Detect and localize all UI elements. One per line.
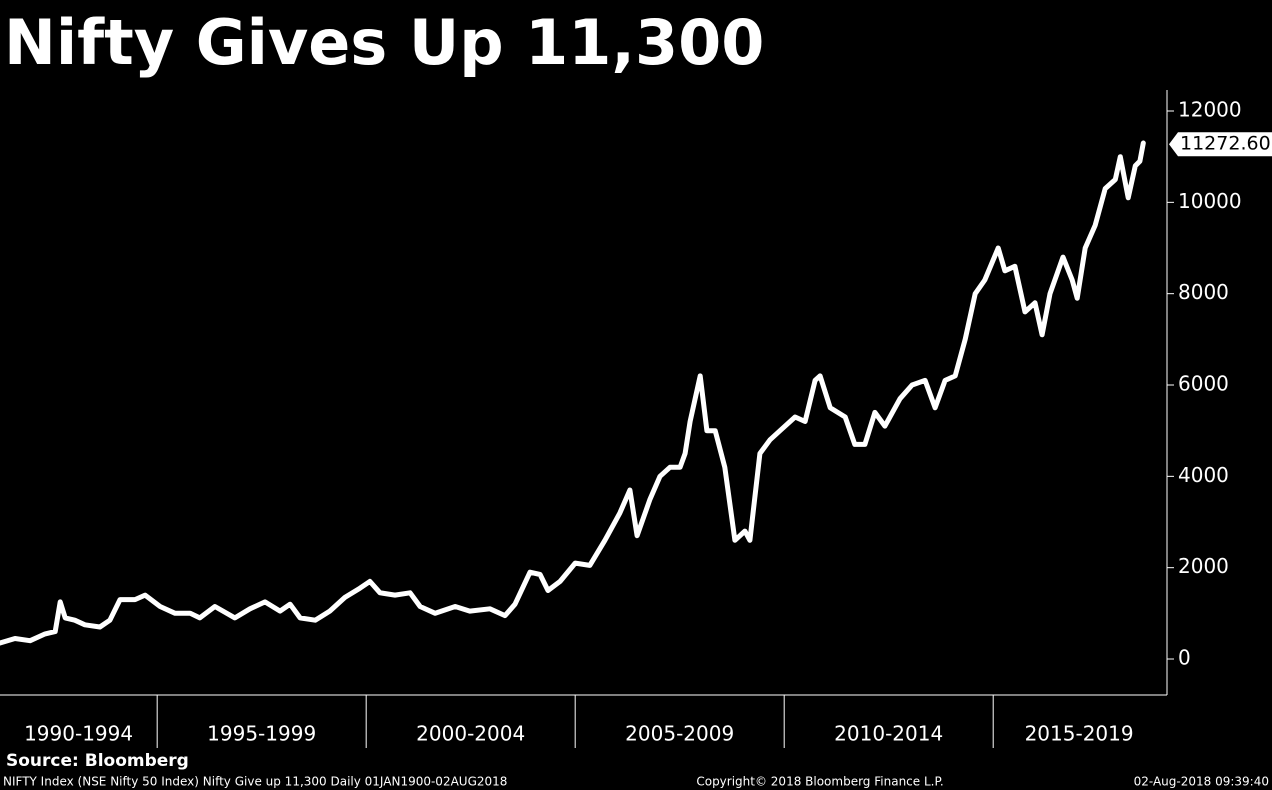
y-tick-label: 2000 [1178,554,1229,578]
price-line [0,140,1146,646]
last-value-box [1169,132,1272,157]
y-tick-label: 10000 [1178,189,1242,213]
y-tick-label: 0 [1178,646,1191,670]
y-tick-label: 12000 [1178,98,1242,122]
footer-right: 02-Aug-2018 09:39:40 [1134,775,1269,789]
x-period-label: 2010-2014 [834,722,943,746]
y-tick-label: 6000 [1178,372,1229,396]
footer-left: NIFTY Index (NSE Nifty 50 Index) Nifty G… [3,775,507,789]
footer-center: Copyright© 2018 Bloomberg Finance L.P. [696,775,943,789]
chart-title: Nifty Gives Up 11,300 [4,6,764,79]
source: Source: Bloomberg [6,751,189,771]
x-period-label: 2015-2019 [1025,722,1134,746]
x-period-label: 1990-1994 [24,722,133,746]
y-tick-label: 4000 [1178,463,1229,487]
x-period-label: 1995-1999 [207,722,316,746]
last-value-label: 11272.60 [1180,133,1271,155]
y-tick-label: 8000 [1178,280,1229,304]
x-period-label: 2005-2009 [625,722,734,746]
x-period-label: 2000-2004 [416,722,525,746]
